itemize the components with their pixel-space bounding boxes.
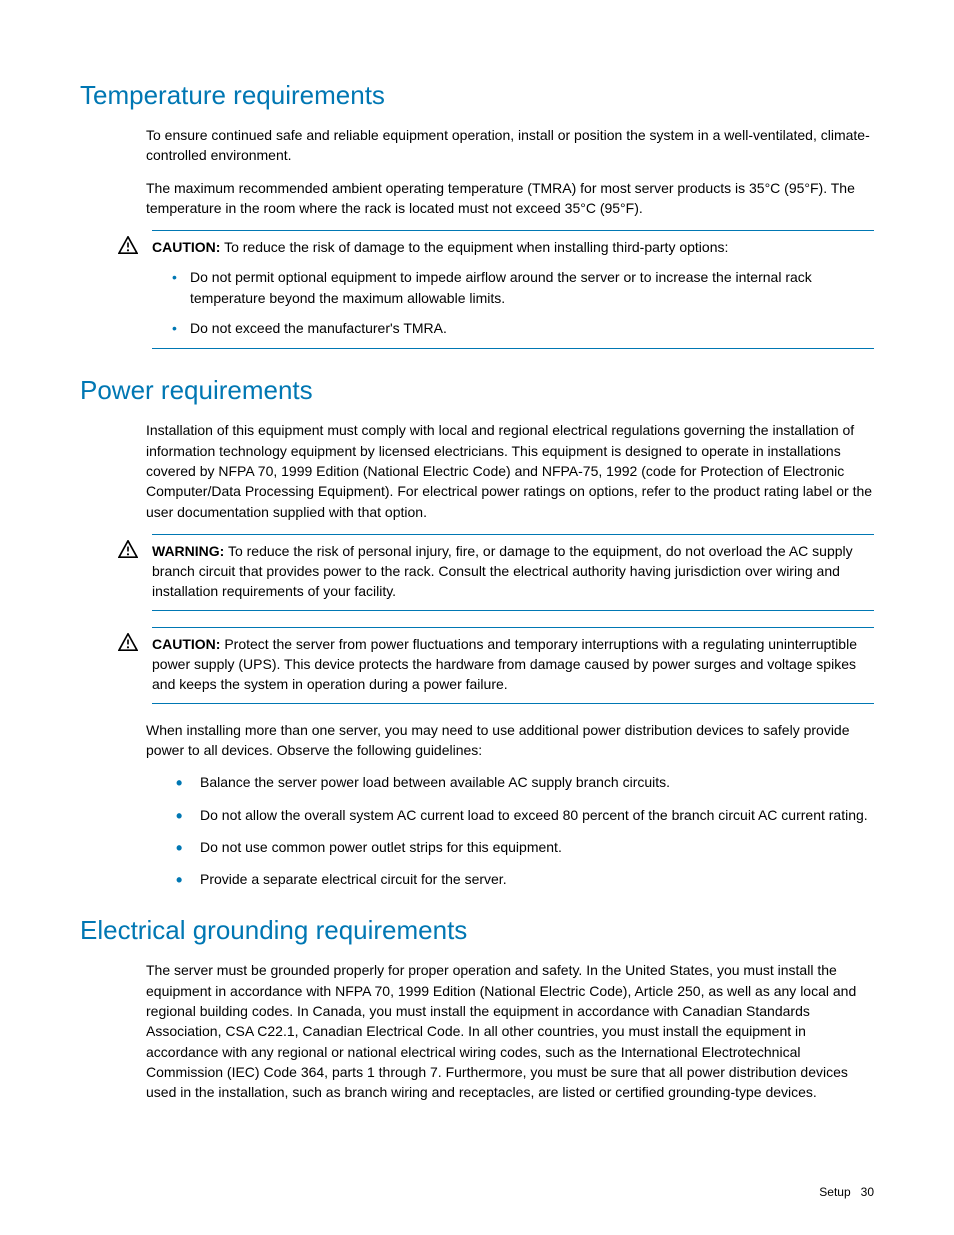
- section-grounding: Electrical grounding requirements The se…: [80, 915, 874, 1102]
- caution-label: CAUTION:: [152, 239, 220, 255]
- caution-bullet-item: Do not exceed the manufacturer's TMRA.: [172, 318, 874, 338]
- caution-box: CAUTION: Protect the server from power f…: [116, 627, 874, 704]
- section-temperature: Temperature requirements To ensure conti…: [80, 80, 874, 349]
- caution-bullet-item: Do not permit optional equipment to impe…: [172, 267, 874, 308]
- paragraph: The maximum recommended ambient operatin…: [146, 178, 874, 219]
- caution-text: To reduce the risk of damage to the equi…: [224, 239, 728, 255]
- caution-text: Protect the server from power fluctuatio…: [152, 636, 857, 693]
- warning-text: To reduce the risk of personal injury, f…: [152, 543, 853, 600]
- paragraph: When installing more than one server, yo…: [146, 720, 874, 761]
- caution-box: CAUTION: To reduce the risk of damage to…: [116, 230, 874, 349]
- power-bullet-list: Balance the server power load between av…: [146, 772, 874, 889]
- caution-label: CAUTION:: [152, 636, 220, 652]
- bullet-item: Provide a separate electrical circuit fo…: [176, 869, 874, 889]
- bullet-item: Do not use common power outlet strips fo…: [176, 837, 874, 857]
- page-footer: Setup 30: [819, 1185, 874, 1199]
- body-block: Installation of this equipment must comp…: [146, 420, 874, 521]
- section-power: Power requirements Installation of this …: [80, 375, 874, 889]
- bullet-item: Balance the server power load between av…: [176, 772, 874, 792]
- document-page: Temperature requirements To ensure conti…: [0, 0, 954, 1169]
- paragraph: Installation of this equipment must comp…: [146, 420, 874, 521]
- caution-content: CAUTION: To reduce the risk of damage to…: [152, 230, 874, 349]
- body-block: When installing more than one server, yo…: [146, 720, 874, 761]
- paragraph: The server must be grounded properly for…: [146, 960, 874, 1102]
- caution-bullet-list: Do not permit optional equipment to impe…: [152, 267, 874, 338]
- heading-power: Power requirements: [80, 375, 874, 406]
- footer-page-number: 30: [861, 1185, 874, 1199]
- footer-section: Setup: [819, 1185, 850, 1199]
- heading-grounding: Electrical grounding requirements: [80, 915, 874, 946]
- warning-icon: [116, 534, 152, 563]
- caution-icon: [116, 627, 152, 656]
- warning-content: WARNING: To reduce the risk of personal …: [152, 534, 874, 611]
- caution-icon: [116, 230, 152, 259]
- warning-box: WARNING: To reduce the risk of personal …: [116, 534, 874, 611]
- heading-temperature: Temperature requirements: [80, 80, 874, 111]
- warning-label: WARNING:: [152, 543, 224, 559]
- caution-content: CAUTION: Protect the server from power f…: [152, 627, 874, 704]
- paragraph: To ensure continued safe and reliable eq…: [146, 125, 874, 166]
- body-block: To ensure continued safe and reliable eq…: [146, 125, 874, 218]
- bullet-item: Do not allow the overall system AC curre…: [176, 805, 874, 825]
- body-block: The server must be grounded properly for…: [146, 960, 874, 1102]
